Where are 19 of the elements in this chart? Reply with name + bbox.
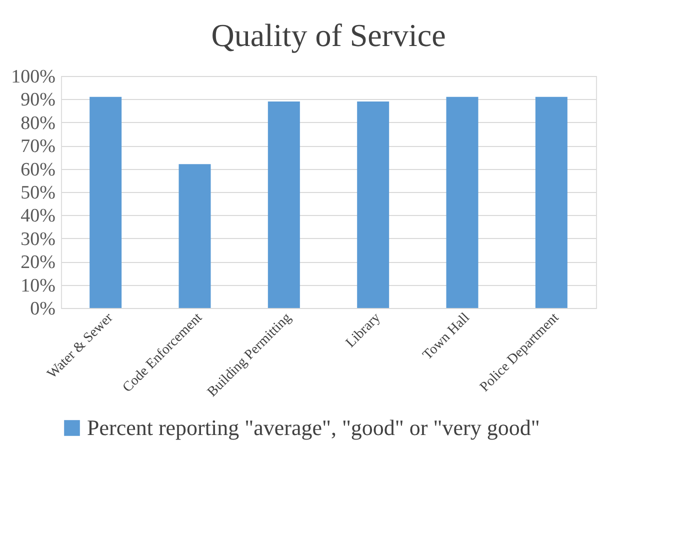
y-tick-label: 70% xyxy=(20,136,56,158)
y-tick-label: 10% xyxy=(20,275,56,296)
y-tick-label: 40% xyxy=(20,206,56,227)
bar xyxy=(178,164,211,308)
y-tick-label: 20% xyxy=(20,252,56,274)
y-tick-label: 30% xyxy=(20,228,56,250)
y-tick-label: 80% xyxy=(20,112,56,134)
bar xyxy=(268,102,300,308)
chart-title: Quality of Service xyxy=(211,17,446,53)
bar xyxy=(446,96,478,308)
bar xyxy=(90,96,122,308)
y-tick-label: 90% xyxy=(20,90,56,111)
y-tick-label: 0% xyxy=(30,298,56,320)
y-tick-label: 60% xyxy=(20,159,56,180)
bar xyxy=(535,96,568,308)
y-tick-label: 100% xyxy=(11,66,56,88)
legend-label: Percent reporting "average", "good" or "very good" xyxy=(87,415,540,440)
y-tick-label: 50% xyxy=(20,182,56,204)
bar xyxy=(357,102,390,308)
